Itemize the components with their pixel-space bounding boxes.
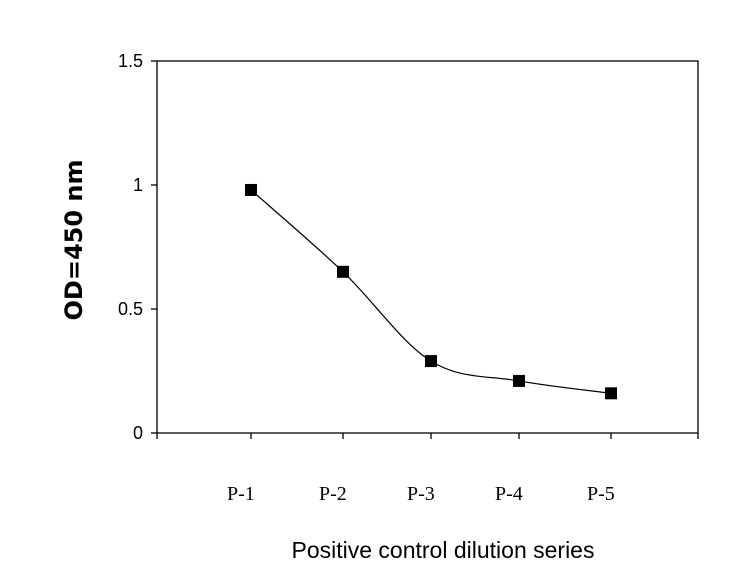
y-tick-label: 1.5 <box>118 51 143 71</box>
y-axis-label: OD=450 nm <box>60 160 88 321</box>
x-tick-label: P-3 <box>407 483 435 505</box>
data-point-marker <box>513 374 525 387</box>
plot-area-border <box>156 60 699 434</box>
y-axis-ticks: 0 0.5 1 1.5 <box>118 51 157 443</box>
plot-frame <box>156 60 699 434</box>
x-tick-label: P-4 <box>495 483 523 505</box>
y-tick-label: 0 <box>133 423 143 443</box>
x-tick-label: P-2 <box>319 483 347 505</box>
x-tick-label: P-1 <box>227 483 255 505</box>
y-tick-label: 0.5 <box>118 299 143 319</box>
data-point-marker <box>605 387 617 400</box>
x-tick-label: P-5 <box>587 483 615 505</box>
series-line <box>250 189 612 394</box>
y-tick-label: 1 <box>133 175 143 195</box>
data-point-marker <box>245 183 257 196</box>
data-point-marker <box>425 355 437 368</box>
x-axis-label: Positive control dilution series <box>292 537 595 563</box>
series-lines <box>250 189 612 394</box>
series-markers <box>245 183 617 400</box>
data-point-marker <box>337 265 349 278</box>
x-axis-ticks: P-1 P-2 P-3 P-4 P-5 <box>156 433 699 505</box>
